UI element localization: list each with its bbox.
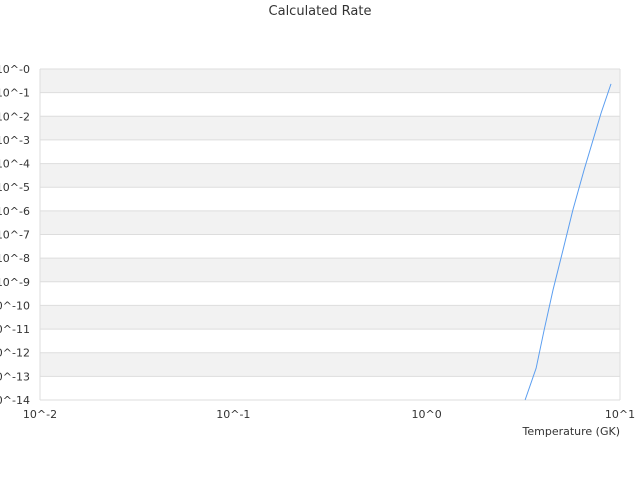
chart-title: Calculated Rate [268, 4, 372, 19]
x-tick-label: 10^0 [412, 408, 442, 421]
x-tick-label: 10^-1 [216, 408, 250, 421]
y-tick-label: 10^-1 [0, 87, 30, 100]
y-tick-label: 10^-13 [0, 370, 30, 383]
y-tick-label: 10^-9 [0, 276, 30, 289]
grid-band [40, 305, 620, 330]
y-tick-label: 10^-2 [0, 110, 30, 123]
y-tick-label: 10^-11 [0, 323, 30, 336]
y-tick-label: 10^-7 [0, 229, 30, 242]
grid-band [40, 69, 620, 93]
grid-band [40, 258, 620, 282]
y-tick-label: 10^-5 [0, 181, 30, 194]
x-tick-label: 10^1 [605, 408, 635, 421]
grid-band [40, 210, 620, 235]
x-tick-label: 10^-2 [23, 408, 57, 421]
y-tick-label: 10^-3 [0, 134, 30, 147]
y-tick-label: 10^-8 [0, 252, 30, 265]
grid-band [40, 163, 620, 188]
y-tick-label: 10^-12 [0, 347, 30, 360]
x-axis-label: Temperature (GK) [522, 425, 621, 438]
rate-line [524, 83, 612, 401]
y-tick-label: 10^-4 [0, 158, 30, 171]
grid-band [40, 116, 620, 140]
grid-band [40, 352, 620, 377]
y-tick-label: 10^-14 [0, 394, 30, 407]
y-tick-label: 10^-0 [0, 63, 30, 76]
y-tick-label: 10^-10 [0, 299, 30, 312]
y-tick-label: 10^-6 [0, 205, 30, 218]
